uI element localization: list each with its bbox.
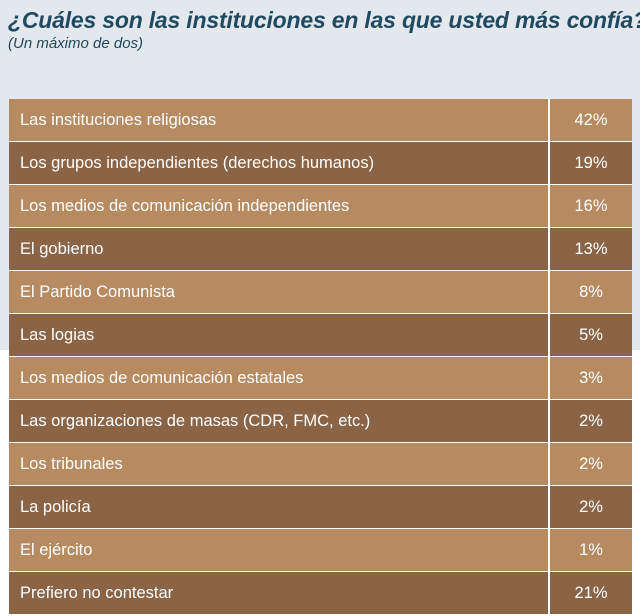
institution-label: El Partido Comunista [9,270,549,314]
percentage-value: 2% [548,399,632,443]
percentage-value: 2% [548,442,632,486]
results-table: Las instituciones religiosas 42% Los grupo… [9,99,632,614]
percentage-value: 5% [548,313,632,357]
institution-label: Las logias [9,313,549,357]
table-row: Los medios de comunicación independiente… [9,184,632,228]
institution-label: Las instituciones religiosas [9,99,549,142]
table-row: El Partido Comunista 8% [9,270,632,314]
institution-label: Los tribunales [9,442,549,486]
percentage-value: 16% [548,184,632,228]
percentage-value: 19% [548,141,632,185]
table-row: Los tribunales 2% [9,442,632,486]
institution-label: El ejército [9,528,549,572]
percentage-value: 13% [548,227,632,271]
percentage-value: 42% [548,99,632,142]
percentage-value: 3% [548,356,632,400]
table-row: El ejército 1% [9,528,632,572]
table-row: Los grupos independientes (derechos huma… [9,141,632,185]
percentage-value: 2% [548,485,632,529]
table-row: Las instituciones religiosas 42% [9,99,632,142]
results-table-body: Las instituciones religiosas 42% Los grupo… [9,99,632,614]
table-row: El gobierno 13% [9,227,632,271]
institution-label: Los medios de comunicación estatales [9,356,549,400]
institution-label: Las organizaciones de masas (CDR, FMC, e… [9,399,549,443]
institution-label: El gobierno [9,227,549,271]
chart-subtitle: (Un máximo de dos) [8,35,144,52]
institution-label: La policía [9,485,549,529]
table-row: La policía 2% [9,485,632,529]
percentage-value: 21% [548,571,632,614]
table-row: Prefiero no contestar 21% [9,571,632,614]
title-block: ¿Cuáles son las instituciones en las que… [8,6,640,53]
institution-label: Prefiero no contestar [9,571,549,614]
institution-label: Los medios de comunicación independiente… [9,184,549,228]
percentage-value: 8% [548,270,632,314]
table-row: Las logias 5% [9,313,632,357]
table-row: Los medios de comunicación estatales 3% [9,356,632,400]
chart-title: ¿Cuáles son las instituciones en las que… [8,7,640,33]
institution-label: Los grupos independientes (derechos huma… [9,141,549,185]
table-row: Las organizaciones de masas (CDR, FMC, e… [9,399,632,443]
percentage-value: 1% [548,528,632,572]
